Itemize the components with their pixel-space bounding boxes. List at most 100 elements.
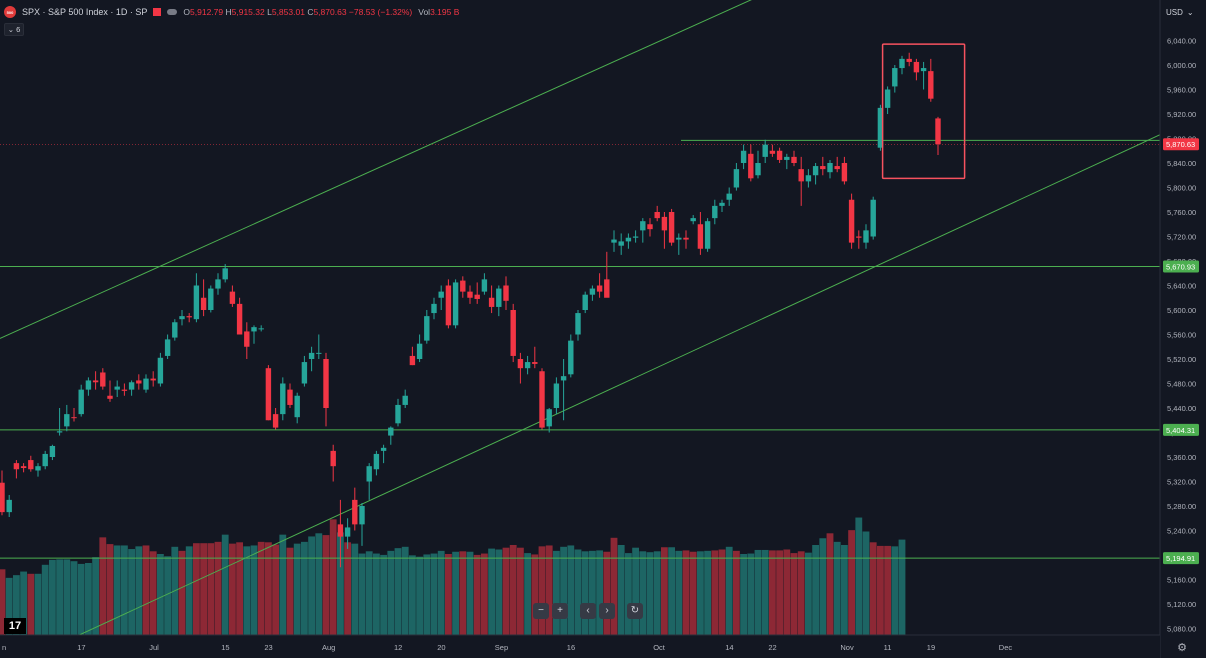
- volume-bar: [776, 550, 783, 635]
- volume-bar: [466, 551, 474, 635]
- volume-bar: [279, 534, 287, 635]
- candle-body: [474, 294, 480, 299]
- currency-label: USD: [1166, 8, 1183, 17]
- candle-body: [676, 237, 682, 240]
- volume-bar: [272, 544, 279, 635]
- candle-body: [143, 378, 149, 390]
- candle-body: [748, 153, 754, 179]
- candle-body: [539, 371, 545, 428]
- price-tag: [1163, 260, 1199, 273]
- gear-icon[interactable]: ⚙: [1177, 641, 1187, 654]
- price-tick-label: 5,080.00: [1167, 624, 1196, 633]
- price-tick-label: 5,520.00: [1167, 355, 1196, 364]
- candle-body: [301, 362, 308, 384]
- price-tick-label: 5,720.00: [1167, 232, 1196, 241]
- scroll-left-button[interactable]: ‹: [580, 603, 596, 619]
- volume-bar: [157, 554, 164, 635]
- price-tick-label: 5,120.00: [1167, 600, 1196, 609]
- price-axis-background: [1160, 0, 1206, 658]
- volume-bar: [149, 551, 157, 635]
- volume-bar: [761, 549, 769, 635]
- volume-bar: [128, 549, 135, 635]
- volume-bar: [221, 534, 229, 635]
- price-tick-label: 5,360.00: [1167, 453, 1196, 462]
- channel-upper-line: [0, 0, 752, 339]
- volume-bar: [5, 577, 13, 635]
- candle-body: [35, 466, 41, 471]
- candle-body: [186, 316, 192, 318]
- volume-bar: [718, 549, 726, 635]
- candle-body: [762, 144, 768, 157]
- candle-body: [20, 466, 27, 469]
- volume-bar: [689, 551, 697, 635]
- time-tick-label: 19: [927, 643, 935, 652]
- volume-bar: [70, 561, 78, 635]
- symbol-title[interactable]: SPX · S&P 500 Index · 1D · SP: [22, 7, 148, 17]
- currency-selector[interactable]: USD ⌄: [1166, 8, 1194, 17]
- channel-lower-line: [78, 134, 1160, 635]
- high-value: 5,915.32: [231, 7, 265, 17]
- volume-bar: [459, 551, 467, 635]
- volume-bar: [77, 563, 85, 635]
- candle-body: [92, 380, 99, 383]
- price-tick-label: 5,760.00: [1167, 208, 1196, 217]
- candle-body: [337, 524, 344, 537]
- price-tick-label: 5,960.00: [1167, 85, 1196, 94]
- candle-body: [503, 285, 509, 301]
- close-label: C: [307, 7, 314, 17]
- volume-bar: [783, 549, 791, 635]
- candle-body: [733, 169, 740, 188]
- volume-bar: [401, 546, 409, 635]
- candle-body: [49, 445, 56, 457]
- volume-bar: [243, 546, 251, 635]
- candle-body: [928, 71, 934, 99]
- candle-body: [611, 239, 617, 243]
- scroll-right-button[interactable]: ›: [599, 603, 615, 619]
- candle-body: [78, 389, 84, 415]
- candle-body: [193, 285, 200, 320]
- candle-body: [64, 414, 70, 427]
- candle-body: [913, 61, 920, 73]
- chevron-down-icon: ⌄: [1186, 8, 1194, 17]
- eye-icon[interactable]: [167, 9, 178, 15]
- volume-bar: [553, 550, 560, 635]
- price-tick-label: 5,280.00: [1167, 502, 1196, 511]
- candle-body: [517, 359, 524, 369]
- volume-bar: [524, 553, 531, 635]
- candlesticks: [0, 52, 941, 568]
- volume-bars: [0, 517, 906, 635]
- candle-body: [244, 331, 250, 347]
- indicator-collapse-button[interactable]: ⌄ 6: [4, 23, 24, 36]
- volume-bar: [56, 559, 63, 635]
- volume-value: 3.195 B: [430, 7, 460, 17]
- volume-bar: [826, 533, 834, 635]
- price-tick-label: 5,640.00: [1167, 281, 1196, 290]
- candle-body: [344, 527, 351, 537]
- candle-body: [863, 230, 869, 243]
- price-tag: [1163, 138, 1199, 151]
- volume-bar: [437, 550, 445, 635]
- volume-bar: [891, 546, 899, 635]
- candle-body: [884, 89, 891, 108]
- zoom-in-button[interactable]: +: [552, 603, 568, 619]
- volume-bar: [697, 551, 704, 635]
- candle-body: [812, 166, 819, 176]
- volume-bar: [502, 547, 510, 635]
- volume-bar: [668, 547, 675, 635]
- sp500-badge-icon[interactable]: 500: [4, 6, 16, 18]
- indicator-count: 6: [16, 25, 21, 34]
- volume-bar: [380, 554, 387, 635]
- candle-body: [553, 383, 560, 408]
- reset-icon[interactable]: ↻: [627, 603, 643, 619]
- candle-body: [524, 362, 531, 369]
- volume-bar: [833, 541, 841, 635]
- price-axis[interactable]: 6,040.006,000.005,960.005,920.005,880.00…: [1159, 0, 1206, 658]
- candle-body: [287, 389, 293, 405]
- zoom-out-button[interactable]: −: [533, 603, 549, 619]
- time-axis[interactable]: n 17 Jul 15 23 Aug 12 20 Sep 16 Oct 14 22 Nov 11 19 Dec: [0, 634, 1160, 658]
- tradingview-logo[interactable]: 17: [4, 618, 26, 634]
- price-tick-label: 6,040.00: [1167, 36, 1196, 45]
- candle-body: [395, 404, 401, 424]
- flag-icon[interactable]: [153, 8, 162, 16]
